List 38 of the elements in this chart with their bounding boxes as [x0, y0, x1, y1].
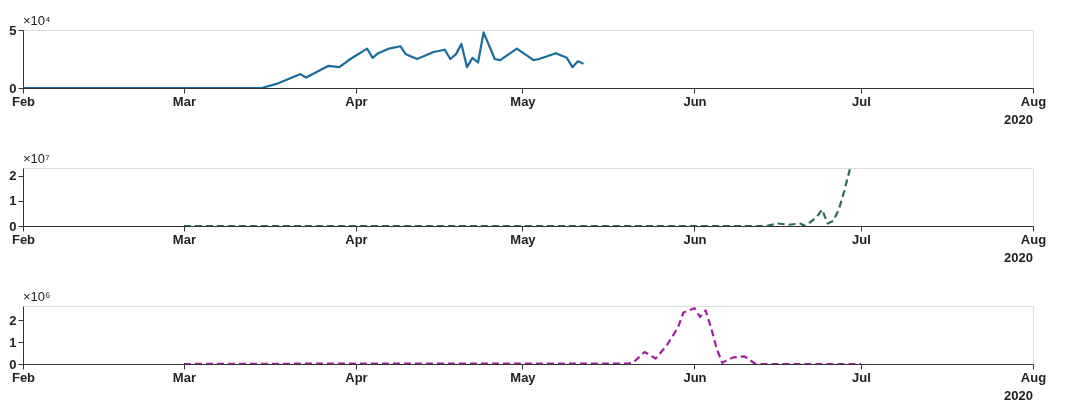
x-tick-label: May [510, 231, 537, 247]
x-tick-label: Jun [683, 93, 707, 109]
x-tick-label: Mar [172, 93, 196, 109]
x-tick-label: Jul [852, 231, 871, 247]
x-tick-label: Jun [683, 231, 707, 247]
y-tick-label: 0 [9, 356, 17, 372]
x-tick-label: Feb [11, 93, 36, 109]
y-tick-label: 5 [9, 22, 17, 38]
y-tick-label: 1 [9, 193, 17, 209]
x-tick-label: May [510, 369, 537, 385]
text: 2020 [1004, 388, 1033, 403]
x-tick-label: Feb [11, 369, 36, 385]
x-tick-label: May [510, 93, 537, 109]
text: ×10⁷ [23, 151, 51, 166]
x-tick-label: Mar [172, 369, 196, 385]
text: ×10⁶ [23, 289, 51, 304]
y-tick-label: 0 [9, 80, 17, 96]
x-tick-label: Jul [852, 93, 871, 109]
x-tick-label: Apr [345, 369, 368, 385]
text: 2020 [1004, 112, 1033, 127]
y-tick-label: 1 [9, 334, 17, 350]
x-tick-label: Aug [1020, 231, 1047, 247]
y-tick-label: 2 [9, 168, 17, 184]
line-series [182, 307, 863, 364]
y-tick-label: 2 [9, 312, 17, 328]
x-tick-label: Mar [172, 231, 196, 247]
x-tick-label: Jun [683, 369, 707, 385]
text: ×10⁴ [23, 13, 51, 28]
x-tick-label: Aug [1020, 369, 1047, 385]
x-tick-label: Jul [852, 369, 871, 385]
line-series [182, 168, 851, 226]
line-series [23, 31, 585, 88]
text: 2020 [1004, 250, 1033, 265]
x-tick-label: Apr [345, 231, 368, 247]
y-tick-label: 0 [9, 218, 17, 234]
x-tick-label: Feb [11, 231, 36, 247]
x-tick-label: Apr [345, 93, 368, 109]
x-tick-label: Aug [1020, 93, 1047, 109]
